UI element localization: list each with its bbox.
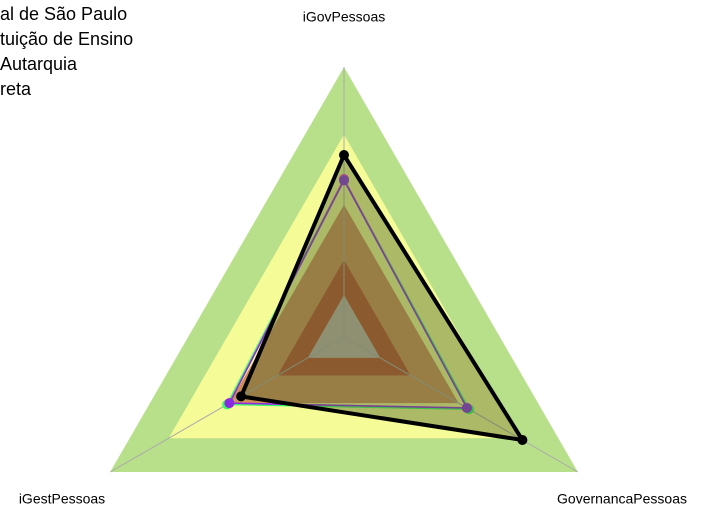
legend-label: reta <box>0 79 32 99</box>
series-point <box>236 391 247 402</box>
series-point <box>224 398 235 409</box>
axis-label: iGestPessoas <box>19 491 105 507</box>
legend-label: al de São Paulo <box>0 4 127 24</box>
series-point <box>339 150 349 161</box>
axis-label: iGovPessoas <box>303 9 385 25</box>
legend-label: tuição de Ensino <box>0 29 133 49</box>
series-line <box>238 150 527 443</box>
series-point <box>461 403 472 414</box>
axis-label: GovernancaPessoas <box>557 491 687 507</box>
axis-line <box>343 336 579 473</box>
legend-label: Autarquia <box>0 54 78 74</box>
series-point <box>339 175 349 186</box>
series-point <box>517 435 528 446</box>
